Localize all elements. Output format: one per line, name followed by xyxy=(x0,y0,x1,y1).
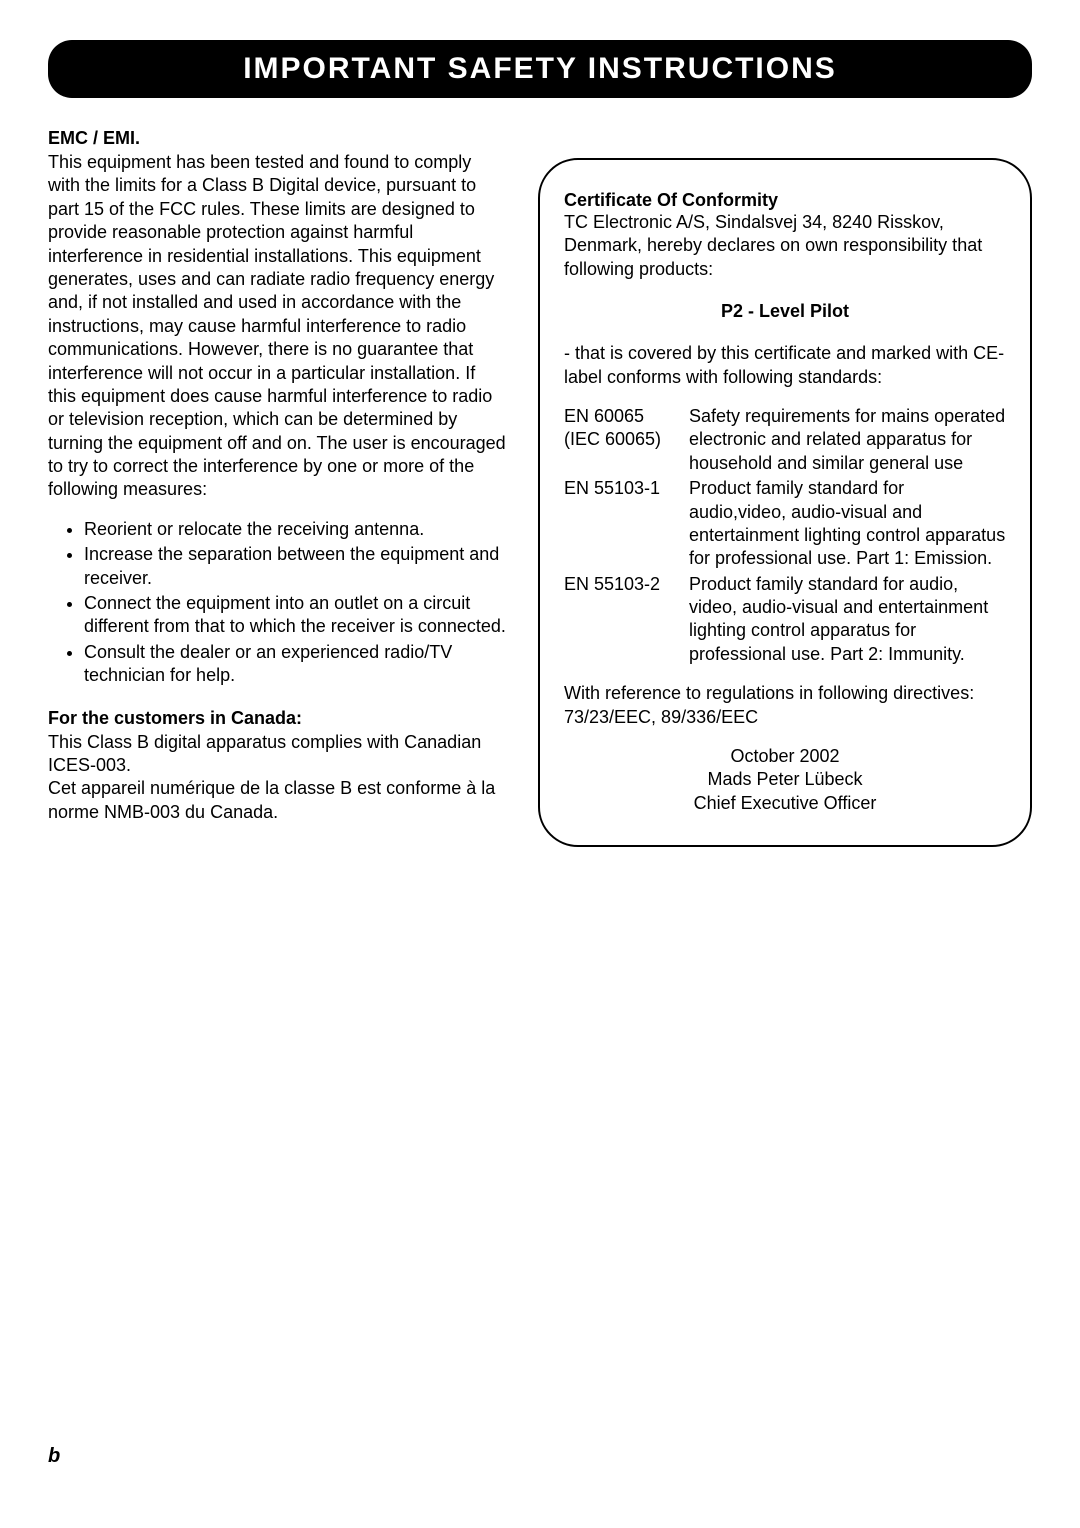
cert-product: P2 - Level Pilot xyxy=(564,301,1006,322)
standards-code: EN 55103-1 xyxy=(564,477,689,571)
cert-intro: TC Electronic A/S, Sindalsvej 34, 8240 R… xyxy=(564,211,1006,281)
emc-heading: EMC / EMI. xyxy=(48,128,508,149)
sig-date: October 2002 xyxy=(564,745,1006,768)
std-code-alt: (IEC 60065) xyxy=(564,429,661,449)
sig-title: Chief Executive Officer xyxy=(564,792,1006,815)
canada-body-2: Cet appareil numérique de la classe B es… xyxy=(48,777,508,824)
standards-row: EN 60065 (IEC 60065) Safety requirements… xyxy=(564,405,1006,475)
standards-row: EN 55103-1 Product family standard for a… xyxy=(564,477,1006,571)
signature-block: October 2002 Mads Peter Lübeck Chief Exe… xyxy=(564,745,1006,815)
title-bar: IMPORTANT SAFETY INSTRUCTIONS xyxy=(48,40,1032,98)
right-column: Certificate Of Conformity TC Electronic … xyxy=(538,128,1032,847)
standards-desc: Product family standard for audio, video… xyxy=(689,573,1006,667)
emc-bullets: Reorient or relocate the receiving anten… xyxy=(48,518,508,688)
list-item: Increase the separation between the equi… xyxy=(84,543,508,590)
standards-code: EN 60065 (IEC 60065) xyxy=(564,405,689,475)
std-code: EN 60065 xyxy=(564,406,644,426)
content-columns: EMC / EMI. This equipment has been teste… xyxy=(48,128,1032,847)
canada-body-1: This Class B digital apparatus complies … xyxy=(48,731,508,778)
document-page: IMPORTANT SAFETY INSTRUCTIONS EMC / EMI.… xyxy=(0,0,1080,1528)
certificate-box: Certificate Of Conformity TC Electronic … xyxy=(538,158,1032,847)
standards-desc: Safety requirements for mains operated e… xyxy=(689,405,1006,475)
left-column: EMC / EMI. This equipment has been teste… xyxy=(48,128,508,847)
directives-intro: With reference to regulations in followi… xyxy=(564,682,1006,705)
list-item: Consult the dealer or an experienced rad… xyxy=(84,641,508,688)
list-item: Connect the equipment into an outlet on … xyxy=(84,592,508,639)
standards-desc: Product family standard for audio,video,… xyxy=(689,477,1006,571)
cert-heading: Certificate Of Conformity xyxy=(564,190,1006,211)
cert-covered: - that is covered by this certificate an… xyxy=(564,342,1006,389)
standards-row: EN 55103-2 Product family standard for a… xyxy=(564,573,1006,667)
page-letter: b xyxy=(48,1445,60,1468)
canada-heading: For the customers in Canada: xyxy=(48,708,508,729)
list-item: Reorient or relocate the receiving anten… xyxy=(84,518,508,541)
directives: 73/23/EEC, 89/336/EEC xyxy=(564,706,1006,729)
standards-code: EN 55103-2 xyxy=(564,573,689,667)
sig-name: Mads Peter Lübeck xyxy=(564,768,1006,791)
emc-body: This equipment has been tested and found… xyxy=(48,151,508,502)
page-title: IMPORTANT SAFETY INSTRUCTIONS xyxy=(68,52,1012,86)
